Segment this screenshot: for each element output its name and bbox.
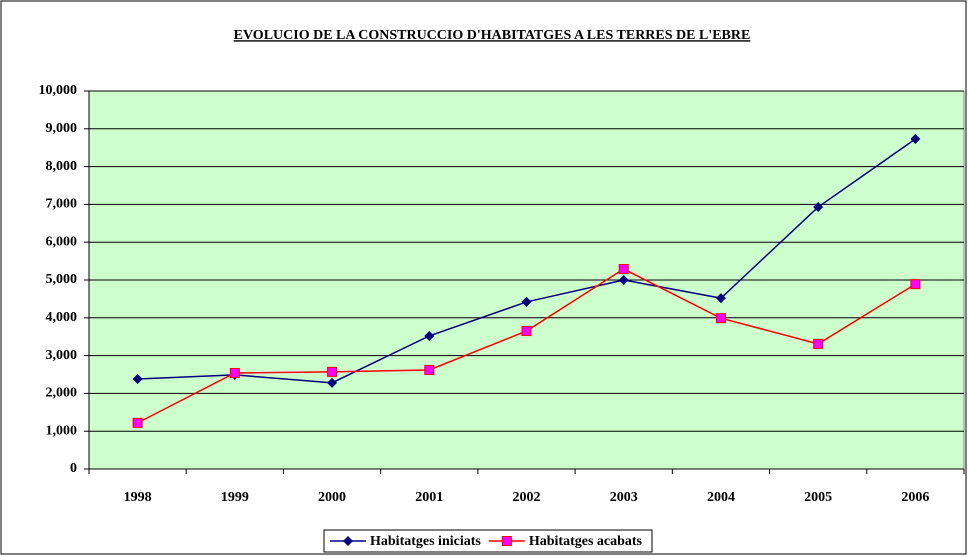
marker [618, 275, 629, 285]
y-tick-label: 9,000 [46, 121, 78, 136]
y-tick-label: 3,000 [46, 348, 78, 363]
marker [813, 338, 824, 349]
marker [229, 367, 240, 378]
y-tick-label: 1,000 [46, 423, 78, 438]
x-tick-label: 2004 [707, 490, 735, 505]
marker [521, 326, 532, 337]
marker [501, 536, 512, 546]
y-tick-label: 2,000 [46, 386, 78, 401]
x-tick-label: 2006 [901, 490, 929, 505]
marker [132, 417, 143, 428]
legend [323, 529, 653, 553]
y-tick-label: 5,000 [46, 272, 78, 287]
y-tick-label: 4,000 [46, 310, 78, 325]
marker [715, 313, 726, 324]
marker [910, 134, 921, 145]
x-tick-label: 1999 [221, 490, 249, 505]
marker [813, 202, 824, 213]
marker [424, 364, 435, 375]
legend-label: Habitatges iniciats [370, 534, 481, 549]
marker [343, 536, 353, 546]
marker [910, 279, 921, 290]
x-tick-label: 2005 [804, 490, 832, 505]
marker [327, 366, 338, 377]
marker [424, 330, 435, 341]
y-tick-label: 10,000 [39, 83, 78, 98]
chart-title: EVOLUCIO DE LA CONSTRUCCIO D'HABITATGES … [234, 28, 751, 43]
x-tick-label: 2000 [318, 490, 346, 505]
marker [618, 264, 629, 275]
y-tick-label: 6,000 [46, 234, 78, 249]
x-tick-label: 2002 [513, 490, 541, 505]
x-tick-label: 1998 [124, 490, 152, 505]
marker [327, 377, 338, 388]
y-tick-label: 8,000 [46, 159, 78, 174]
legend-label: Habitatges acabats [529, 534, 643, 549]
marker [715, 293, 726, 304]
marker [132, 374, 143, 385]
y-tick-label: 7,000 [46, 197, 78, 212]
marker [521, 296, 532, 307]
y-tick-label: 0 [70, 461, 77, 476]
x-tick-label: 2003 [610, 490, 638, 505]
x-tick-label: 2001 [415, 490, 443, 505]
